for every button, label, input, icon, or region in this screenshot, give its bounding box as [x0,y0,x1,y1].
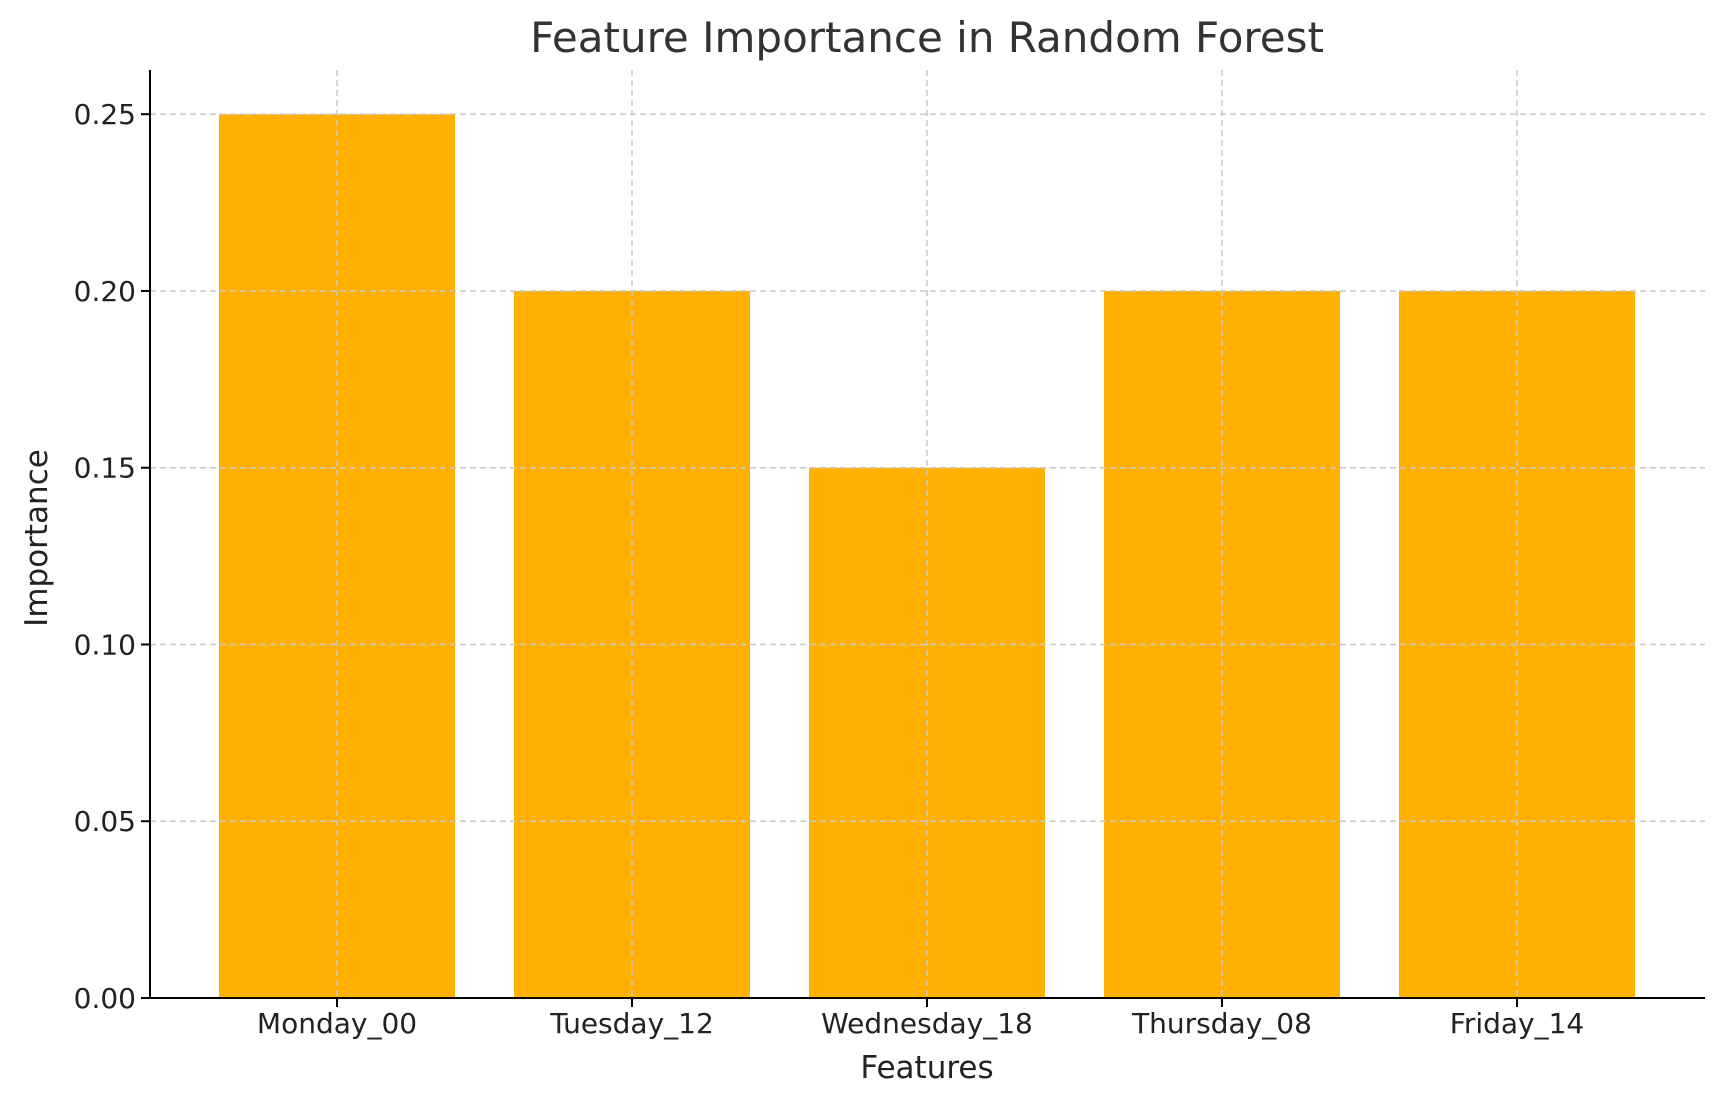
ticks-layer: 0.00 0.05 0.10 0.15 0.20 0.25 Monday_00 Tuesday… [74,98,1585,1040]
x-tick-label: Friday_14 [1450,1007,1585,1040]
y-tick-label: 0.20 [74,275,136,308]
grid-layer [150,70,1705,998]
y-tick-label: 0.00 [74,982,136,1015]
x-tick-label: Monday_00 [257,1007,417,1040]
y-tick-label: 0.15 [74,452,136,485]
x-tick-label: Tuesday_12 [549,1007,714,1040]
x-axis-label: Features [860,1050,993,1086]
y-axis-label: Importance [19,449,55,627]
y-tick-label: 0.10 [74,628,136,661]
chart-title: Feature Importance in Random Forest [530,13,1324,62]
y-tick-label: 0.05 [74,805,136,838]
x-tick-label: Thursday_08 [1131,1007,1312,1040]
y-tick-label: 0.25 [74,98,136,131]
x-tick-label: Wednesday_18 [821,1007,1033,1040]
